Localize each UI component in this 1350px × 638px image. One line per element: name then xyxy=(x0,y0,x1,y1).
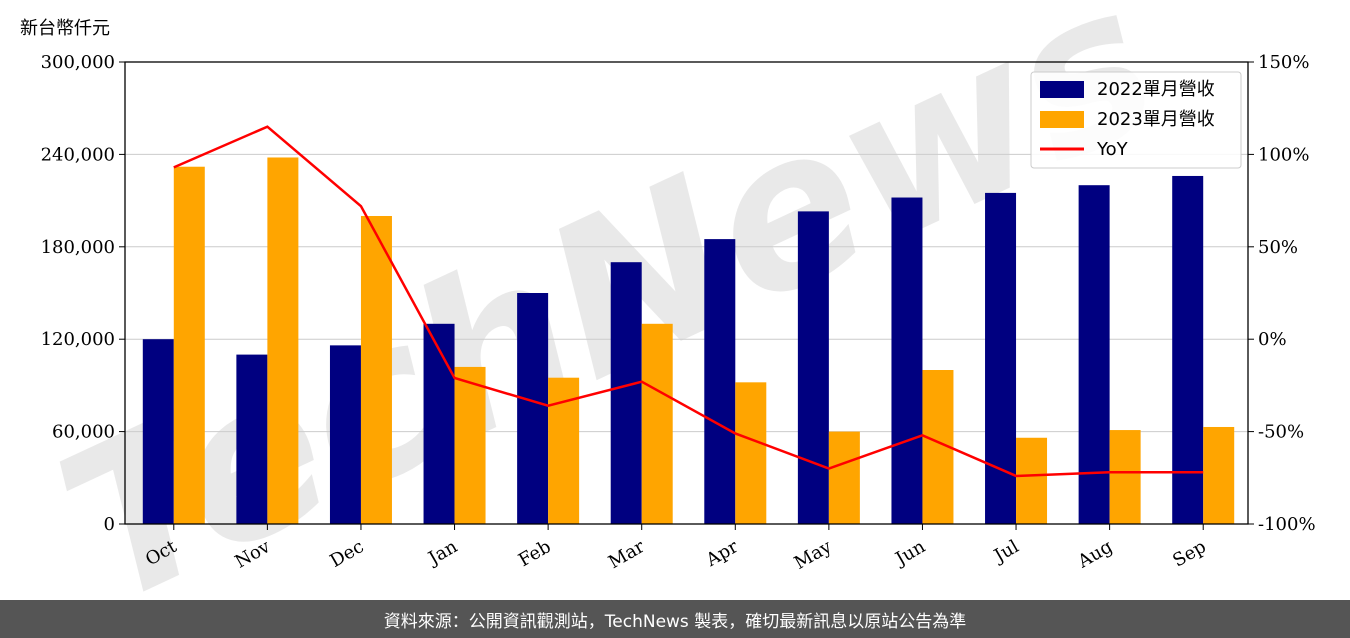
bar-2022-jun xyxy=(891,197,923,524)
x-tick-label: Mar xyxy=(605,536,649,573)
plot-frame xyxy=(124,61,1249,525)
y2-tick-label: 50% xyxy=(1258,237,1298,258)
bar-2023-oct xyxy=(173,166,205,524)
bar-2022-apr xyxy=(704,239,736,524)
bar-2023-aug xyxy=(1109,430,1141,524)
x-tick-label: Jan xyxy=(423,536,461,570)
source-footer: 資料來源：公開資訊觀測站，TechNews 製表，確切最新訊息以原站公告為準 xyxy=(0,600,1350,638)
y-tick-label: 180,000 xyxy=(41,237,115,258)
bar-2022-mar xyxy=(610,262,642,524)
bar-2022-dec xyxy=(329,345,361,524)
legend-swatch xyxy=(1040,111,1084,128)
bar-2023-may xyxy=(828,431,860,524)
y2-tick-label: 0% xyxy=(1258,329,1287,350)
bar-2022-sep xyxy=(1172,175,1204,524)
grid-lines xyxy=(125,153,1248,433)
bar-2022-nov xyxy=(236,354,268,524)
footer-text: 資料來源：公開資訊觀測站，TechNews 製表，確切最新訊息以原站公告為準 xyxy=(383,611,967,632)
bar-2022-oct xyxy=(142,339,174,524)
x-tick-label: Jul xyxy=(989,536,1023,568)
yoy-line xyxy=(173,125,1204,478)
y2-tick-label: 100% xyxy=(1258,144,1309,165)
revenue-chart: TechNews 新台幣仟元 060,000120,000180,000240,… xyxy=(20,0,1316,638)
x-tick-label: Jun xyxy=(890,536,929,571)
y2-tick-label: -50% xyxy=(1258,422,1304,443)
legend-label: 2022單月營收 xyxy=(1097,79,1215,100)
bar-2022-feb xyxy=(517,293,549,524)
bar-2023-apr xyxy=(735,382,767,524)
y-tick-label: 240,000 xyxy=(41,144,115,165)
legend-swatch xyxy=(1040,81,1084,98)
legend-label: YoY xyxy=(1096,139,1129,160)
bar-2023-jan xyxy=(454,366,486,524)
y-axis-unit-label: 新台幣仟元 xyxy=(20,18,110,39)
bars xyxy=(142,157,1235,525)
y-tick-label: 0 xyxy=(104,514,115,535)
bar-2023-sep xyxy=(1203,426,1235,524)
bar-2022-may xyxy=(797,211,829,524)
x-tick-label: Sep xyxy=(1169,536,1209,571)
chart-area: TechNews 新台幣仟元 0 60,000 120,000 180,000 240,… xyxy=(20,0,1316,638)
bar-2023-jul xyxy=(1016,437,1048,524)
x-tick-label: May xyxy=(791,536,836,574)
bar-2022-aug xyxy=(1078,185,1110,524)
y2-tick-label: -100% xyxy=(1258,514,1316,535)
x-tick-label: Feb xyxy=(515,536,555,571)
legend: 2022單月營收 2023單月營收 YoY xyxy=(1030,71,1242,169)
bar-2023-dec xyxy=(360,216,392,524)
y-tick-label: 300,000 xyxy=(41,52,115,73)
y2-tick-label: 150% xyxy=(1258,52,1309,73)
bar-2023-mar xyxy=(641,323,673,524)
y-tick-label: 120,000 xyxy=(41,329,115,350)
legend-label: 2023單月營收 xyxy=(1097,109,1215,130)
bar-2023-nov xyxy=(267,157,299,525)
bar-2022-jan xyxy=(423,323,455,524)
yoy-line-group xyxy=(173,125,1204,478)
y-tick-label: 60,000 xyxy=(52,422,115,443)
x-tick-label: Aug xyxy=(1073,536,1116,573)
x-tick-label: Apr xyxy=(702,536,742,571)
